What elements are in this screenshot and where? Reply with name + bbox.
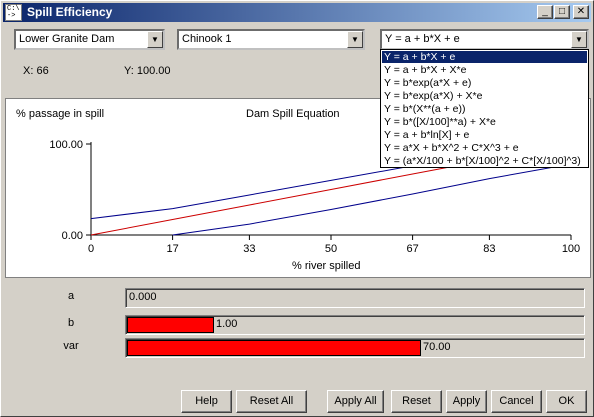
dam-select-value: Lower Granite Dam [19, 33, 115, 45]
dropdown-option[interactable]: Y = a + b*X + e [382, 51, 587, 63]
species-select[interactable]: Chinook 1 ▼ [177, 29, 365, 50]
cancel-button[interactable]: Cancel [491, 390, 542, 413]
x-tick-label: 17 [166, 243, 178, 255]
param-value: 1.00 [216, 318, 238, 330]
x-tick-label: 50 [325, 243, 337, 255]
chevron-down-icon[interactable]: ▼ [347, 31, 363, 48]
x-tick-label: 33 [243, 243, 255, 255]
y-tick-label: 100.00 [49, 139, 83, 151]
x-tick-label: 83 [483, 243, 495, 255]
help-button[interactable]: Help [181, 390, 232, 413]
x-tick-label: 100 [562, 243, 580, 255]
param-fill [127, 340, 421, 356]
dropdown-option[interactable]: Y = (a*X/100 + b*[X/100]^2 + C*[X/100]^3… [384, 155, 581, 167]
dropdown-option[interactable]: Y = b*exp(a*X) + X*e [384, 90, 483, 102]
param-label: var [63, 340, 79, 352]
chart-title: Dam Spill Equation [246, 108, 340, 120]
param-fill [127, 317, 214, 333]
window-title: Spill Efficiency [27, 5, 113, 19]
x-readout: X: 66 [23, 65, 49, 77]
chart-xlabel: % river spilled [292, 260, 360, 272]
param-slider-var[interactable]: 70.00 [125, 338, 585, 358]
y-tick-label: 0.00 [62, 230, 83, 242]
chevron-down-icon[interactable]: ▼ [571, 31, 587, 48]
app-icon: C:\ -> [5, 4, 22, 21]
maximize-button[interactable]: □ [554, 5, 570, 19]
dropdown-option[interactable]: Y = b*([X/100]**a) + X*e [384, 116, 496, 128]
reset-button[interactable]: Reset [391, 390, 442, 413]
apply-all-button[interactable]: Apply All [327, 390, 384, 413]
dropdown-option[interactable]: Y = a*X + b*X^2 + C*X^3 + e [384, 142, 519, 154]
dropdown-option[interactable]: Y = b*exp(a*X + e) [384, 77, 472, 89]
title-bar[interactable]: C:\ -> Spill Efficiency _ □ ✕ [3, 3, 591, 22]
param-value: 0.000 [129, 291, 157, 303]
chart-ylabel: % passage in spill [16, 108, 104, 120]
minimize-button[interactable]: _ [537, 5, 553, 19]
chevron-down-icon[interactable]: ▼ [147, 31, 163, 48]
series-line-2 [172, 163, 572, 236]
series-line-0 [90, 166, 452, 236]
equation-select[interactable]: Y = a + b*X + e ▼ [380, 29, 589, 50]
species-select-value: Chinook 1 [182, 33, 232, 45]
close-button[interactable]: ✕ [573, 5, 589, 19]
param-slider-a[interactable]: 0.000 [125, 288, 585, 308]
dropdown-option[interactable]: Y = a + b*ln[X] + e [384, 129, 470, 141]
apply-button[interactable]: Apply [446, 390, 487, 413]
param-slider-b[interactable]: 1.00 [125, 315, 585, 335]
param-label: a [67, 290, 75, 302]
y-readout: Y: 100.00 [124, 65, 171, 77]
ok-button[interactable]: OK [546, 390, 587, 413]
reset-all-button[interactable]: Reset All [236, 390, 307, 413]
x-tick-label: 67 [406, 243, 418, 255]
spill-chart: % passage in spill Dam Spill Equation % … [16, 108, 580, 272]
x-tick-label: 0 [88, 243, 94, 255]
dropdown-option[interactable]: Y = b*(X**(a + e)) [384, 103, 466, 115]
dam-select[interactable]: Lower Granite Dam ▼ [14, 29, 165, 50]
param-label: b [67, 317, 75, 329]
equation-select-value: Y = a + b*X + e [385, 33, 460, 45]
dropdown-option[interactable]: Y = a + b*X + X*e [384, 64, 467, 76]
param-value: 70.00 [423, 341, 451, 353]
